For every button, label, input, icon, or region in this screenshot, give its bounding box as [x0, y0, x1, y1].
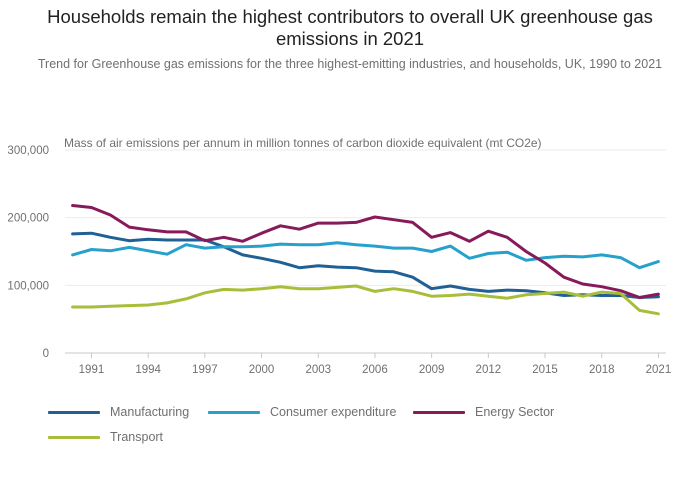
series-line-energy-sector: [71, 204, 660, 299]
legend-item: Energy Sector: [413, 405, 554, 419]
y-tick-label: 100,000: [7, 280, 49, 292]
chart-title: Households remain the highest contributo…: [0, 6, 700, 50]
y-axis-label: Mass of air emissions per annum in milli…: [64, 136, 542, 150]
x-tick-label: 2003: [305, 364, 331, 376]
legend-label: Transport: [110, 430, 164, 444]
legend-item: Transport: [48, 430, 163, 444]
chart-subtitle: Trend for Greenhouse gas emissions for t…: [37, 57, 663, 71]
legend-label: Manufacturing: [110, 405, 190, 419]
series-line-manufacturing: [71, 231, 660, 299]
x-tick-label: 2021: [646, 364, 672, 376]
legend-swatch: [208, 410, 260, 414]
x-tick-label: 2015: [532, 364, 558, 376]
x-tick-label: 1997: [192, 364, 218, 376]
y-tick-label: 0: [43, 348, 49, 360]
x-tick-label: 2009: [419, 364, 445, 376]
x-tick-label: 2006: [362, 364, 388, 376]
legend-item: Consumer expenditure: [208, 405, 396, 419]
x-tick-label: 1991: [79, 364, 105, 376]
legend-swatch: [48, 435, 100, 439]
chart-title-line-1: Households remain the highest contributo…: [47, 6, 653, 27]
chart-title-line-2: emissions in 2021: [275, 28, 425, 49]
y-tick-label: 300,000: [7, 145, 49, 157]
x-tick-label: 2000: [249, 364, 275, 376]
x-tick-label: 2018: [589, 364, 615, 376]
legend-label: Energy Sector: [475, 405, 555, 419]
legend-swatch: [48, 410, 100, 414]
legend-swatch: [413, 410, 465, 414]
y-tick-label: 200,000: [7, 213, 49, 225]
x-tick-label: 2012: [476, 364, 502, 376]
legend-label: Consumer expenditure: [270, 405, 397, 419]
x-tick-label: 1994: [135, 364, 161, 376]
series-line-transport: [71, 284, 660, 316]
legend-item: Manufacturing: [48, 405, 189, 419]
series-line-consumer-expenditure: [71, 241, 660, 270]
